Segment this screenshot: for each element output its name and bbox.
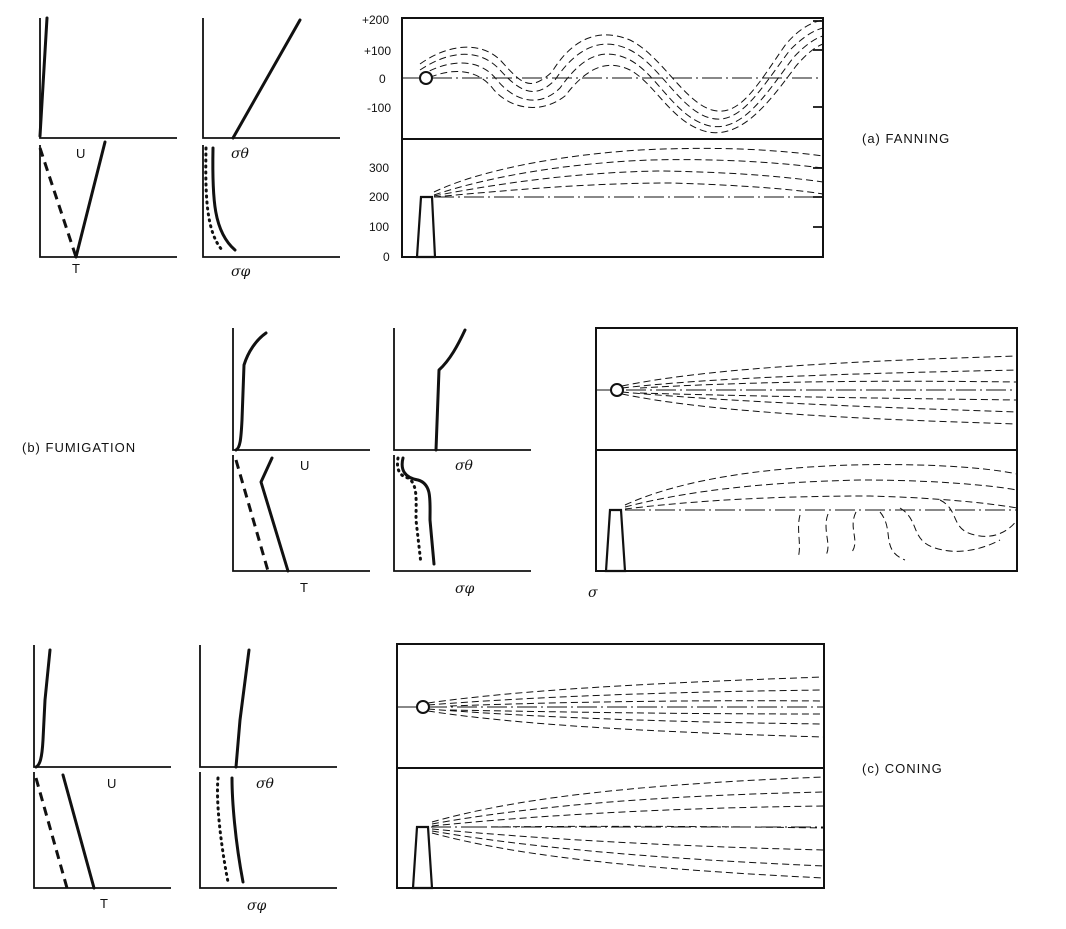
case-b-sigma-phi-profile: σφ <box>393 455 531 597</box>
case-a-plan-tick-3: 0 <box>379 72 386 86</box>
case-b-fumigation: (b) FUMIGATION U T σθ σφ <box>22 327 1018 601</box>
case-c-sigma-phi-label: σφ <box>247 898 267 914</box>
case-b-sigma-theta-label: σθ <box>455 458 474 474</box>
case-a-t-profile: T <box>38 140 177 276</box>
case-b-stack <box>604 508 627 573</box>
case-a-u-label: U <box>76 146 85 161</box>
case-a-plan-tick-4: -100 <box>367 101 391 115</box>
case-b-elevation-view: σ <box>588 449 1018 601</box>
case-c-title: (c) CONING <box>862 761 943 776</box>
case-b-plan-view <box>595 327 1018 451</box>
case-c-sigma-phi-profile: σφ <box>199 772 337 914</box>
case-c-stack <box>411 825 434 890</box>
case-c-sigma-theta-profile: σθ <box>199 645 337 792</box>
case-a-elev-tick-2: 200 <box>369 190 389 204</box>
case-a-elev-tick-3: 100 <box>369 220 389 234</box>
case-a-elevation-view: 300 200 100 0 <box>369 138 824 264</box>
case-a-fanning: U T σθ σφ <box>38 13 950 280</box>
case-a-stack <box>415 195 437 259</box>
case-a-sigma-theta-profile: σθ <box>202 18 340 162</box>
case-c-plan-view <box>396 643 825 769</box>
case-a-sigma-phi-label: σφ <box>231 264 251 280</box>
case-a-sigma-theta-label: σθ <box>231 146 250 162</box>
case-b-u-label: U <box>300 458 309 473</box>
case-b-t-label: T <box>300 580 308 595</box>
case-b-sigma-theta-profile: σθ <box>393 328 531 474</box>
case-c-elevation-view <box>396 767 825 890</box>
case-b-t-profile: T <box>232 455 370 595</box>
case-a-plan-tick-1: +200 <box>362 13 389 27</box>
case-c-u-profile: U <box>33 645 171 791</box>
case-c-t-profile: T <box>33 772 171 911</box>
case-a-sigma-phi-profile: σφ <box>202 145 340 280</box>
case-a-u-profile: U <box>38 16 177 161</box>
case-c-t-label: T <box>100 896 108 911</box>
case-c-sigma-theta-label: σθ <box>256 776 275 792</box>
case-a-elev-tick-1: 300 <box>369 161 389 175</box>
case-b-u-profile: U <box>232 328 370 473</box>
case-a-elev-tick-4: 0 <box>383 250 390 264</box>
case-b-title: (b) FUMIGATION <box>22 440 136 455</box>
case-c-source-marker <box>416 700 430 714</box>
case-a-source-marker <box>419 71 433 85</box>
case-c-u-label: U <box>107 776 116 791</box>
case-a-title: (a) FANNING <box>862 131 950 146</box>
case-a-plan-view: +200 +100 0 -100 <box>362 13 824 140</box>
case-a-plan-tick-2: +100 <box>364 44 391 58</box>
case-b-source-marker <box>610 383 624 397</box>
case-c-coning: U T σθ σφ <box>33 643 943 914</box>
case-a-t-label: T <box>72 261 80 276</box>
case-b-sigma-phi-label: σφ <box>455 581 475 597</box>
case-b-sigma-label: σ <box>588 585 598 601</box>
